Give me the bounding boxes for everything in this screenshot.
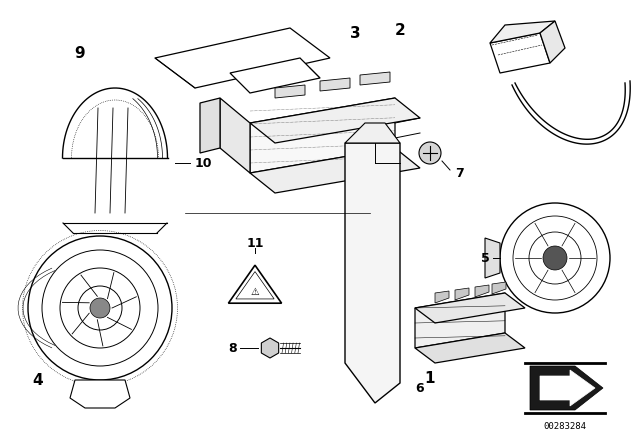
Text: 00283284: 00283284 <box>543 422 586 431</box>
Text: 5: 5 <box>481 251 490 264</box>
Polygon shape <box>540 21 565 63</box>
Polygon shape <box>275 85 305 98</box>
Text: 3: 3 <box>349 26 360 40</box>
Circle shape <box>543 246 567 270</box>
Polygon shape <box>530 366 603 410</box>
Text: ⚠: ⚠ <box>251 287 259 297</box>
Text: 11: 11 <box>246 237 264 250</box>
Text: 4: 4 <box>33 372 44 388</box>
Polygon shape <box>230 58 320 93</box>
Circle shape <box>90 298 110 318</box>
Polygon shape <box>360 72 390 85</box>
Polygon shape <box>475 285 489 297</box>
Polygon shape <box>345 143 400 403</box>
Text: 10: 10 <box>195 156 212 169</box>
Polygon shape <box>250 148 420 193</box>
Polygon shape <box>485 238 500 278</box>
Polygon shape <box>70 380 130 408</box>
Polygon shape <box>261 338 278 358</box>
Polygon shape <box>155 28 330 88</box>
Polygon shape <box>415 293 505 348</box>
Polygon shape <box>490 21 555 43</box>
Polygon shape <box>320 78 350 91</box>
Polygon shape <box>345 123 400 143</box>
Polygon shape <box>435 291 449 303</box>
Polygon shape <box>415 333 525 363</box>
Text: 6: 6 <box>416 382 424 395</box>
Polygon shape <box>492 282 506 294</box>
Polygon shape <box>540 370 595 406</box>
Polygon shape <box>228 265 282 303</box>
Polygon shape <box>250 98 395 173</box>
Text: 2: 2 <box>395 22 405 38</box>
Polygon shape <box>220 98 250 173</box>
Text: 1: 1 <box>425 370 435 385</box>
Text: 7: 7 <box>456 167 465 180</box>
Text: 8: 8 <box>228 341 237 354</box>
Polygon shape <box>415 293 525 323</box>
Polygon shape <box>490 33 550 73</box>
Text: 9: 9 <box>75 46 85 60</box>
Polygon shape <box>200 98 220 153</box>
Circle shape <box>419 142 441 164</box>
Polygon shape <box>250 98 420 143</box>
Polygon shape <box>455 288 469 300</box>
